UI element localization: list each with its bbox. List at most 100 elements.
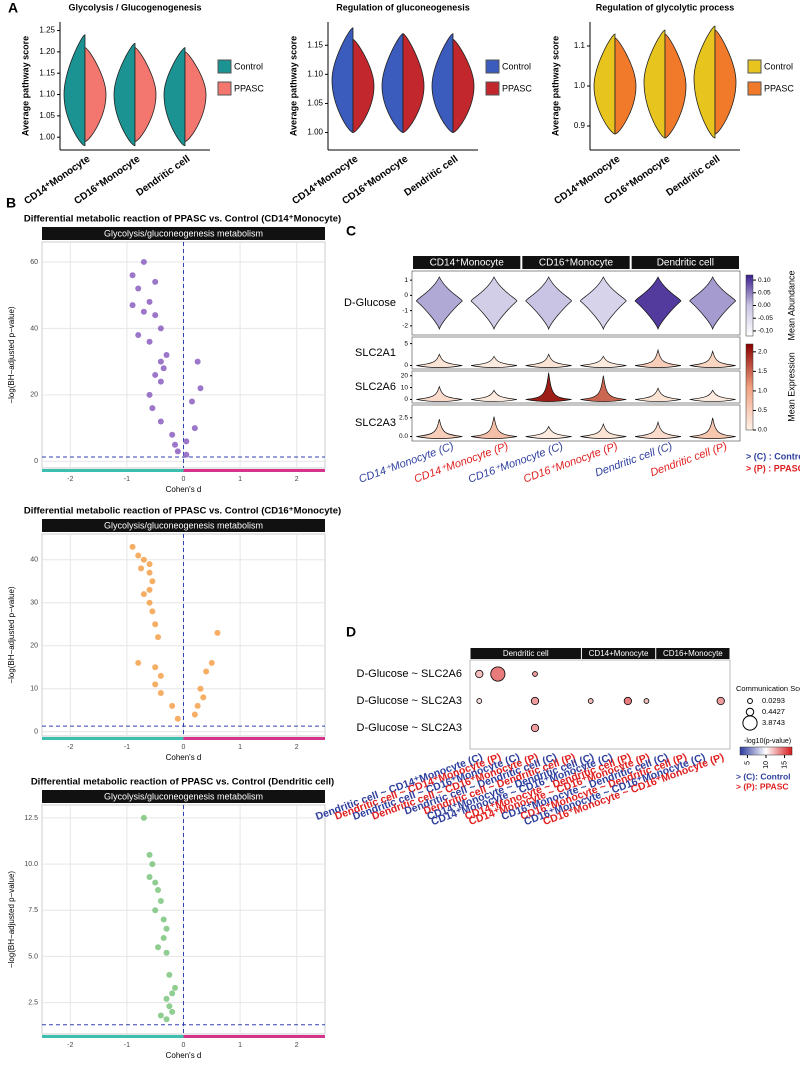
point [157, 898, 164, 905]
legend-label: > (P) : PPASC [746, 463, 800, 473]
violin [525, 353, 572, 369]
colorbar-tick-label: -0.05 [758, 315, 773, 322]
point [129, 302, 136, 309]
violin-half [664, 33, 687, 139]
row-label: SLC2A3 [355, 417, 396, 429]
point [135, 332, 142, 339]
y-axis-label: Average pathway score [288, 36, 298, 136]
y-tick-label: 2.5 [399, 414, 408, 421]
group-label: Dendritic cell [657, 258, 714, 269]
point [203, 668, 210, 675]
violin [689, 350, 736, 369]
y-tick-label: 1.10 [39, 90, 55, 99]
y-tick-label: 10 [30, 686, 38, 693]
point [155, 634, 162, 641]
point [146, 298, 153, 305]
point [157, 325, 164, 332]
point [157, 378, 164, 385]
violin-half [163, 47, 186, 147]
violin-half [63, 34, 86, 147]
violin [634, 276, 682, 331]
chart-title: Differential metabolic reaction of PPASC… [24, 214, 341, 225]
point [194, 702, 201, 709]
violin-half [134, 47, 157, 142]
point [191, 711, 198, 718]
y-tick-label: 1.25 [39, 26, 55, 35]
point [135, 659, 142, 666]
y-tick-label: 20 [401, 372, 409, 379]
point [140, 308, 147, 315]
y-axis-label: −log(BH−adjusted p−value) [7, 306, 16, 404]
point [191, 425, 198, 432]
point [140, 258, 147, 265]
point [152, 278, 159, 285]
violin [470, 416, 518, 440]
point [183, 438, 190, 445]
point [163, 352, 170, 358]
y-tick-label: 10 [401, 384, 409, 391]
dot [490, 666, 506, 682]
violin [634, 420, 682, 440]
x-tick-label: -1 [124, 476, 130, 483]
point [129, 272, 136, 279]
side-bar [42, 1035, 184, 1038]
dot [530, 696, 540, 706]
x-tick-label: 0 [182, 476, 186, 483]
y-tick-label: 1.1 [574, 41, 586, 50]
x-tick-label: 1 [238, 1042, 242, 1049]
violin [525, 372, 572, 403]
point [169, 702, 176, 709]
row-frame [411, 370, 741, 404]
y-tick-label: 1.10 [307, 69, 323, 78]
violin [634, 387, 682, 403]
legend-label: PPASC [234, 83, 264, 93]
legend-label: PPASC [764, 83, 794, 93]
point [169, 431, 176, 438]
point [194, 358, 201, 365]
point [146, 851, 153, 858]
point [188, 398, 195, 405]
point [169, 990, 176, 997]
size-legend-dot [742, 715, 758, 731]
strip-label: Glycolysis/gluconeogenesis metabolism [104, 520, 263, 530]
chart-title: Differential metabolic reaction of PPASC… [24, 506, 341, 517]
point [149, 608, 156, 615]
panel-label: C [346, 223, 356, 239]
point [157, 672, 164, 679]
x-tick-label: Dendritic cell [402, 153, 460, 198]
y-tick-label: 2.5 [28, 999, 38, 1006]
point [152, 621, 159, 628]
y-tick-label: 40 [30, 325, 38, 332]
x-tick-label: 0 [182, 744, 186, 751]
x-tick-label: -1 [124, 744, 130, 751]
x-axis-label: Cohen's d [166, 753, 202, 762]
group-label: CD14+Monocyte [589, 649, 649, 658]
point [160, 365, 167, 372]
point [163, 1016, 170, 1023]
plot-area [469, 659, 731, 750]
row-label: D-Glucose ~ SLC2A6 [357, 668, 462, 680]
x-tick-label: CD14⁺Monocyte (P) [413, 440, 511, 485]
legend-label: > (C) : Control [746, 451, 800, 461]
y-tick-label: 0 [404, 396, 408, 403]
violin [525, 276, 572, 331]
violin [525, 425, 572, 440]
y-tick-label: 5 [404, 340, 408, 347]
y-tick-label: 1.0 [574, 81, 586, 90]
colorbar-tick-label: 5 [744, 761, 751, 765]
point [208, 659, 215, 666]
legend-label: Control [234, 61, 263, 71]
point [197, 685, 204, 692]
group-label: Dendritic cell [503, 649, 549, 658]
dot [587, 698, 594, 704]
violin [470, 355, 518, 369]
colorbar-tick-label: 2.0 [758, 349, 767, 356]
x-axis-label: Cohen's d [166, 485, 202, 494]
chart-title: Regulation of gluconeogenesis [336, 2, 470, 12]
row-frame [411, 270, 741, 336]
strip-label: Glycolysis/gluconeogenesis metabolism [104, 228, 263, 238]
x-tick-label: 1 [238, 476, 242, 483]
point [157, 418, 164, 425]
y-tick-label: 1.05 [39, 111, 55, 120]
violin-half [381, 33, 404, 133]
